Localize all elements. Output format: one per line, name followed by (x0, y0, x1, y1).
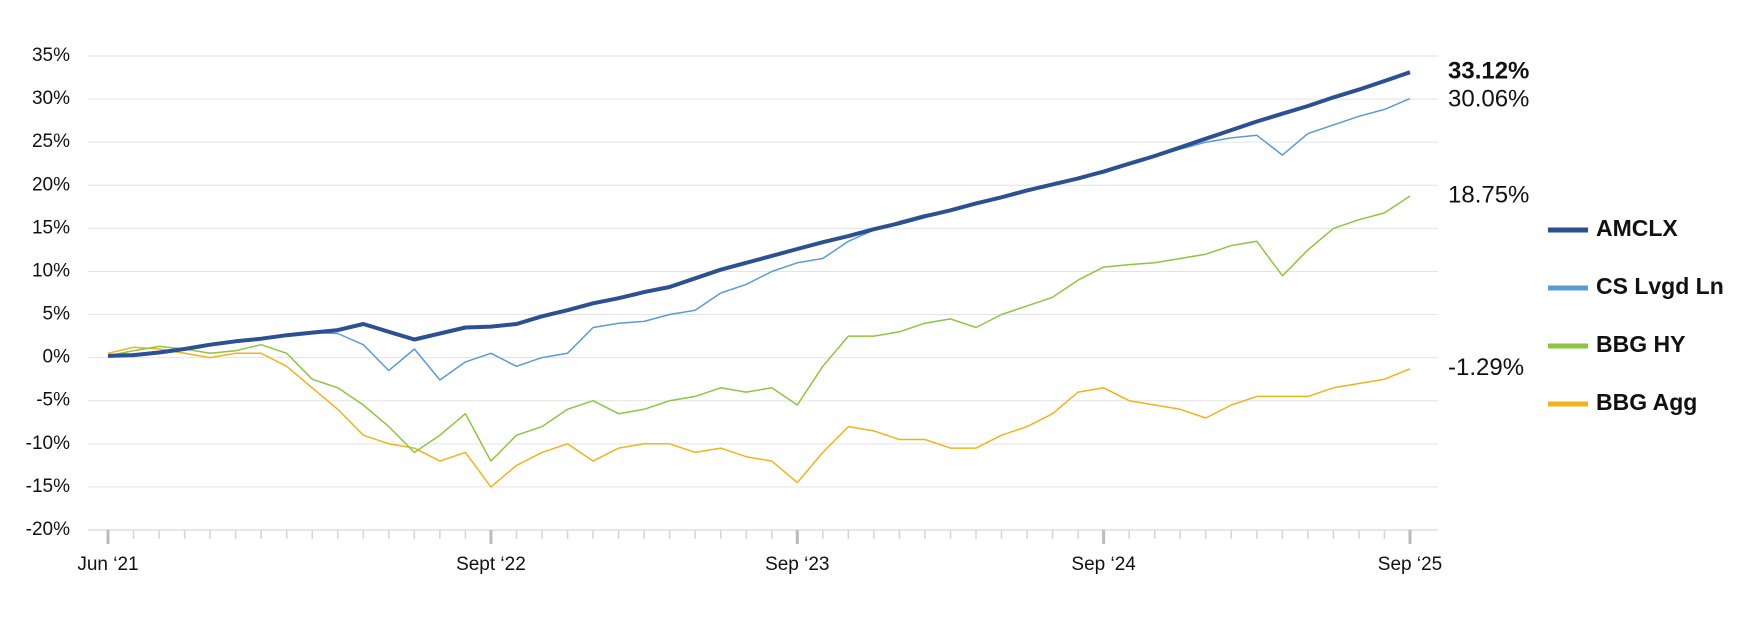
series-line (107, 97, 1411, 381)
x-tick-label: Sept ‘22 (456, 554, 526, 575)
end-value-label: -1.29% (1448, 354, 1524, 381)
y-tick-label: 35% (32, 45, 70, 66)
end-value-label: 33.12% (1448, 58, 1529, 85)
y-tick-label: 30% (32, 88, 70, 109)
legend-label: CS Lvgd Ln (1596, 273, 1724, 299)
series-line (107, 70, 1411, 358)
y-tick-label: -5% (36, 390, 70, 411)
y-tick-label: 0% (43, 347, 71, 368)
y-tick-label: 20% (32, 174, 70, 195)
x-tick-label: Sep ‘23 (765, 554, 829, 575)
legend-label: BBG Agg (1596, 389, 1697, 415)
y-tick-label: 5% (43, 304, 71, 325)
legend-label: BBG HY (1596, 331, 1685, 357)
y-tick-label: -20% (26, 519, 70, 540)
end-value-label: 18.75% (1448, 181, 1529, 208)
y-tick-label: 15% (32, 217, 70, 238)
x-tick-label: Sep ‘25 (1378, 554, 1442, 575)
x-tick-label: Sep ‘24 (1071, 554, 1136, 575)
y-tick-label: -15% (26, 476, 70, 497)
y-tick-label: 10% (32, 260, 70, 281)
y-tick-label: 25% (32, 131, 70, 152)
end-value-label: 30.06% (1448, 86, 1529, 113)
y-tick-label: -10% (26, 433, 70, 454)
series-line (107, 195, 1411, 462)
x-tick-label: Jun ‘21 (77, 554, 138, 575)
series-line (107, 346, 1411, 488)
legend-label: AMCLX (1596, 215, 1678, 241)
